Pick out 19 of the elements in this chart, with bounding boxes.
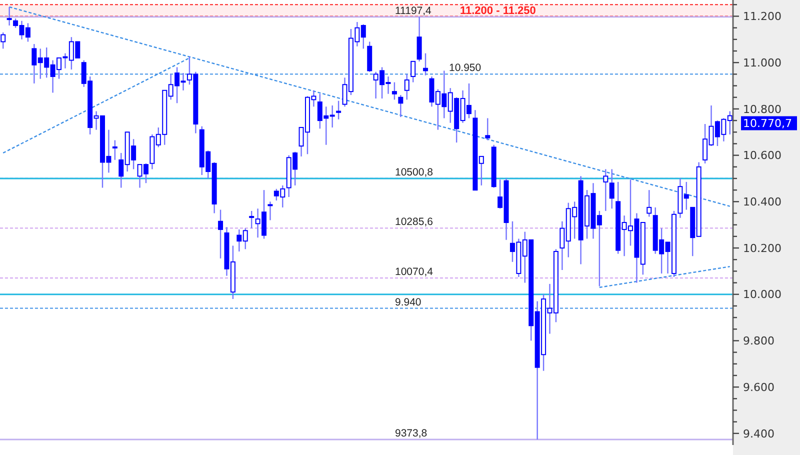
y-tick-label: 10.200 bbox=[743, 242, 782, 255]
band-label: 11.200 - 11.250 bbox=[460, 5, 536, 18]
y-tick-label: 9.600 bbox=[743, 380, 774, 394]
y-tick-label: 10.800 bbox=[743, 102, 782, 116]
y-tick-label: 11.200 bbox=[743, 10, 782, 24]
ref-line-label: 10285,6 bbox=[395, 216, 434, 228]
y-tick-label: 10.000 bbox=[743, 288, 782, 302]
text: 10.770,7 bbox=[743, 117, 792, 130]
y-tick-label: 9.800 bbox=[743, 334, 774, 348]
ref-line-label: 10500,8 bbox=[395, 166, 434, 178]
y-tick-label: 10.600 bbox=[743, 149, 782, 162]
y-tick-label: 10.400 bbox=[743, 195, 782, 208]
ref-line-label: 9.940 bbox=[395, 296, 422, 308]
ref-line-label: 9373,8 bbox=[395, 427, 428, 440]
ref-line-label: 10.950 bbox=[449, 62, 482, 74]
y-tick-label: 9.400 bbox=[743, 427, 774, 440]
ref-line-label: 11197,4 bbox=[395, 4, 432, 17]
y-tick-label: 11.000 bbox=[743, 56, 782, 70]
ref-line-label: 10070,4 bbox=[395, 266, 434, 278]
